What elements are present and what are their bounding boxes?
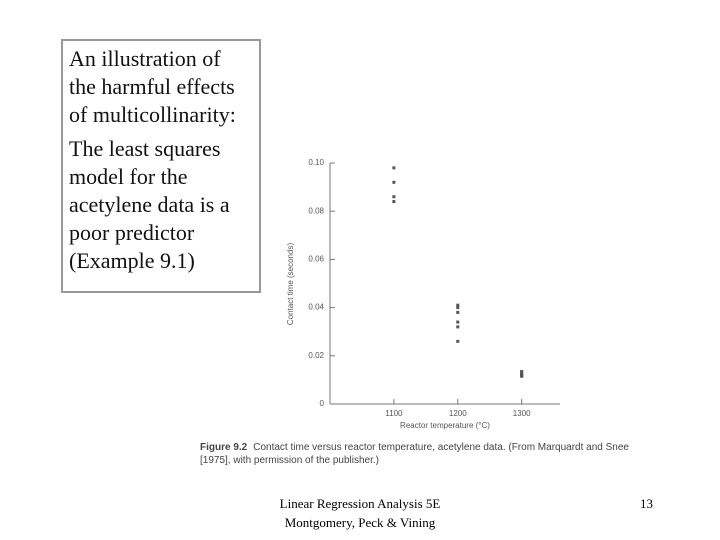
caption: Figure 9.2 Contact time versus reactor te… [200, 441, 660, 467]
point [456, 303, 460, 307]
point [520, 373, 524, 377]
y-tick-label: 0.06 [308, 255, 324, 264]
x-axis-label: Reactor temperature (°C) [400, 421, 490, 430]
line: model for the [69, 164, 188, 189]
point [392, 195, 396, 199]
line: (Example 9.1) [69, 248, 195, 273]
line: An illustration of [69, 46, 221, 71]
x-tick-label: 1200 [449, 409, 467, 418]
line: acetylene data is a [69, 192, 230, 217]
line: The least squares [69, 136, 221, 161]
point [456, 325, 460, 329]
footer-line: Linear Regression Analysis 5E [279, 496, 441, 511]
line: the harmful effects [69, 74, 235, 99]
point [520, 369, 524, 373]
y-tick-label: 0.04 [308, 303, 324, 312]
y-axis-label: Contact time (seconds) [286, 243, 295, 326]
point [392, 166, 396, 170]
caption-text: Contact time versus reactor temperature,… [200, 442, 629, 466]
caption-label: Figure 9.2 [200, 442, 248, 453]
y-tick-label: 0.02 [308, 351, 324, 360]
point [456, 306, 460, 310]
page-number: 13 [640, 496, 653, 511]
point [392, 180, 396, 184]
point [392, 200, 396, 204]
y-tick-label: 0.08 [308, 206, 324, 215]
y-tick-label: 0.10 [308, 158, 324, 167]
x-tick-label: 1300 [513, 409, 531, 418]
point [456, 339, 460, 343]
x-tick-label: 1100 [385, 409, 403, 418]
line: poor predictor [69, 220, 195, 245]
text-box: An illustration of the harmful effects o… [61, 39, 261, 293]
y-tick-label: 0 [320, 399, 325, 408]
footer: Linear Regression Analysis 5E Montgomery… [250, 494, 470, 532]
line: of multicollinarity: [69, 102, 236, 127]
footer-line: Montgomery, Peck & Vining [284, 515, 436, 530]
point [456, 320, 460, 324]
point [456, 310, 460, 314]
